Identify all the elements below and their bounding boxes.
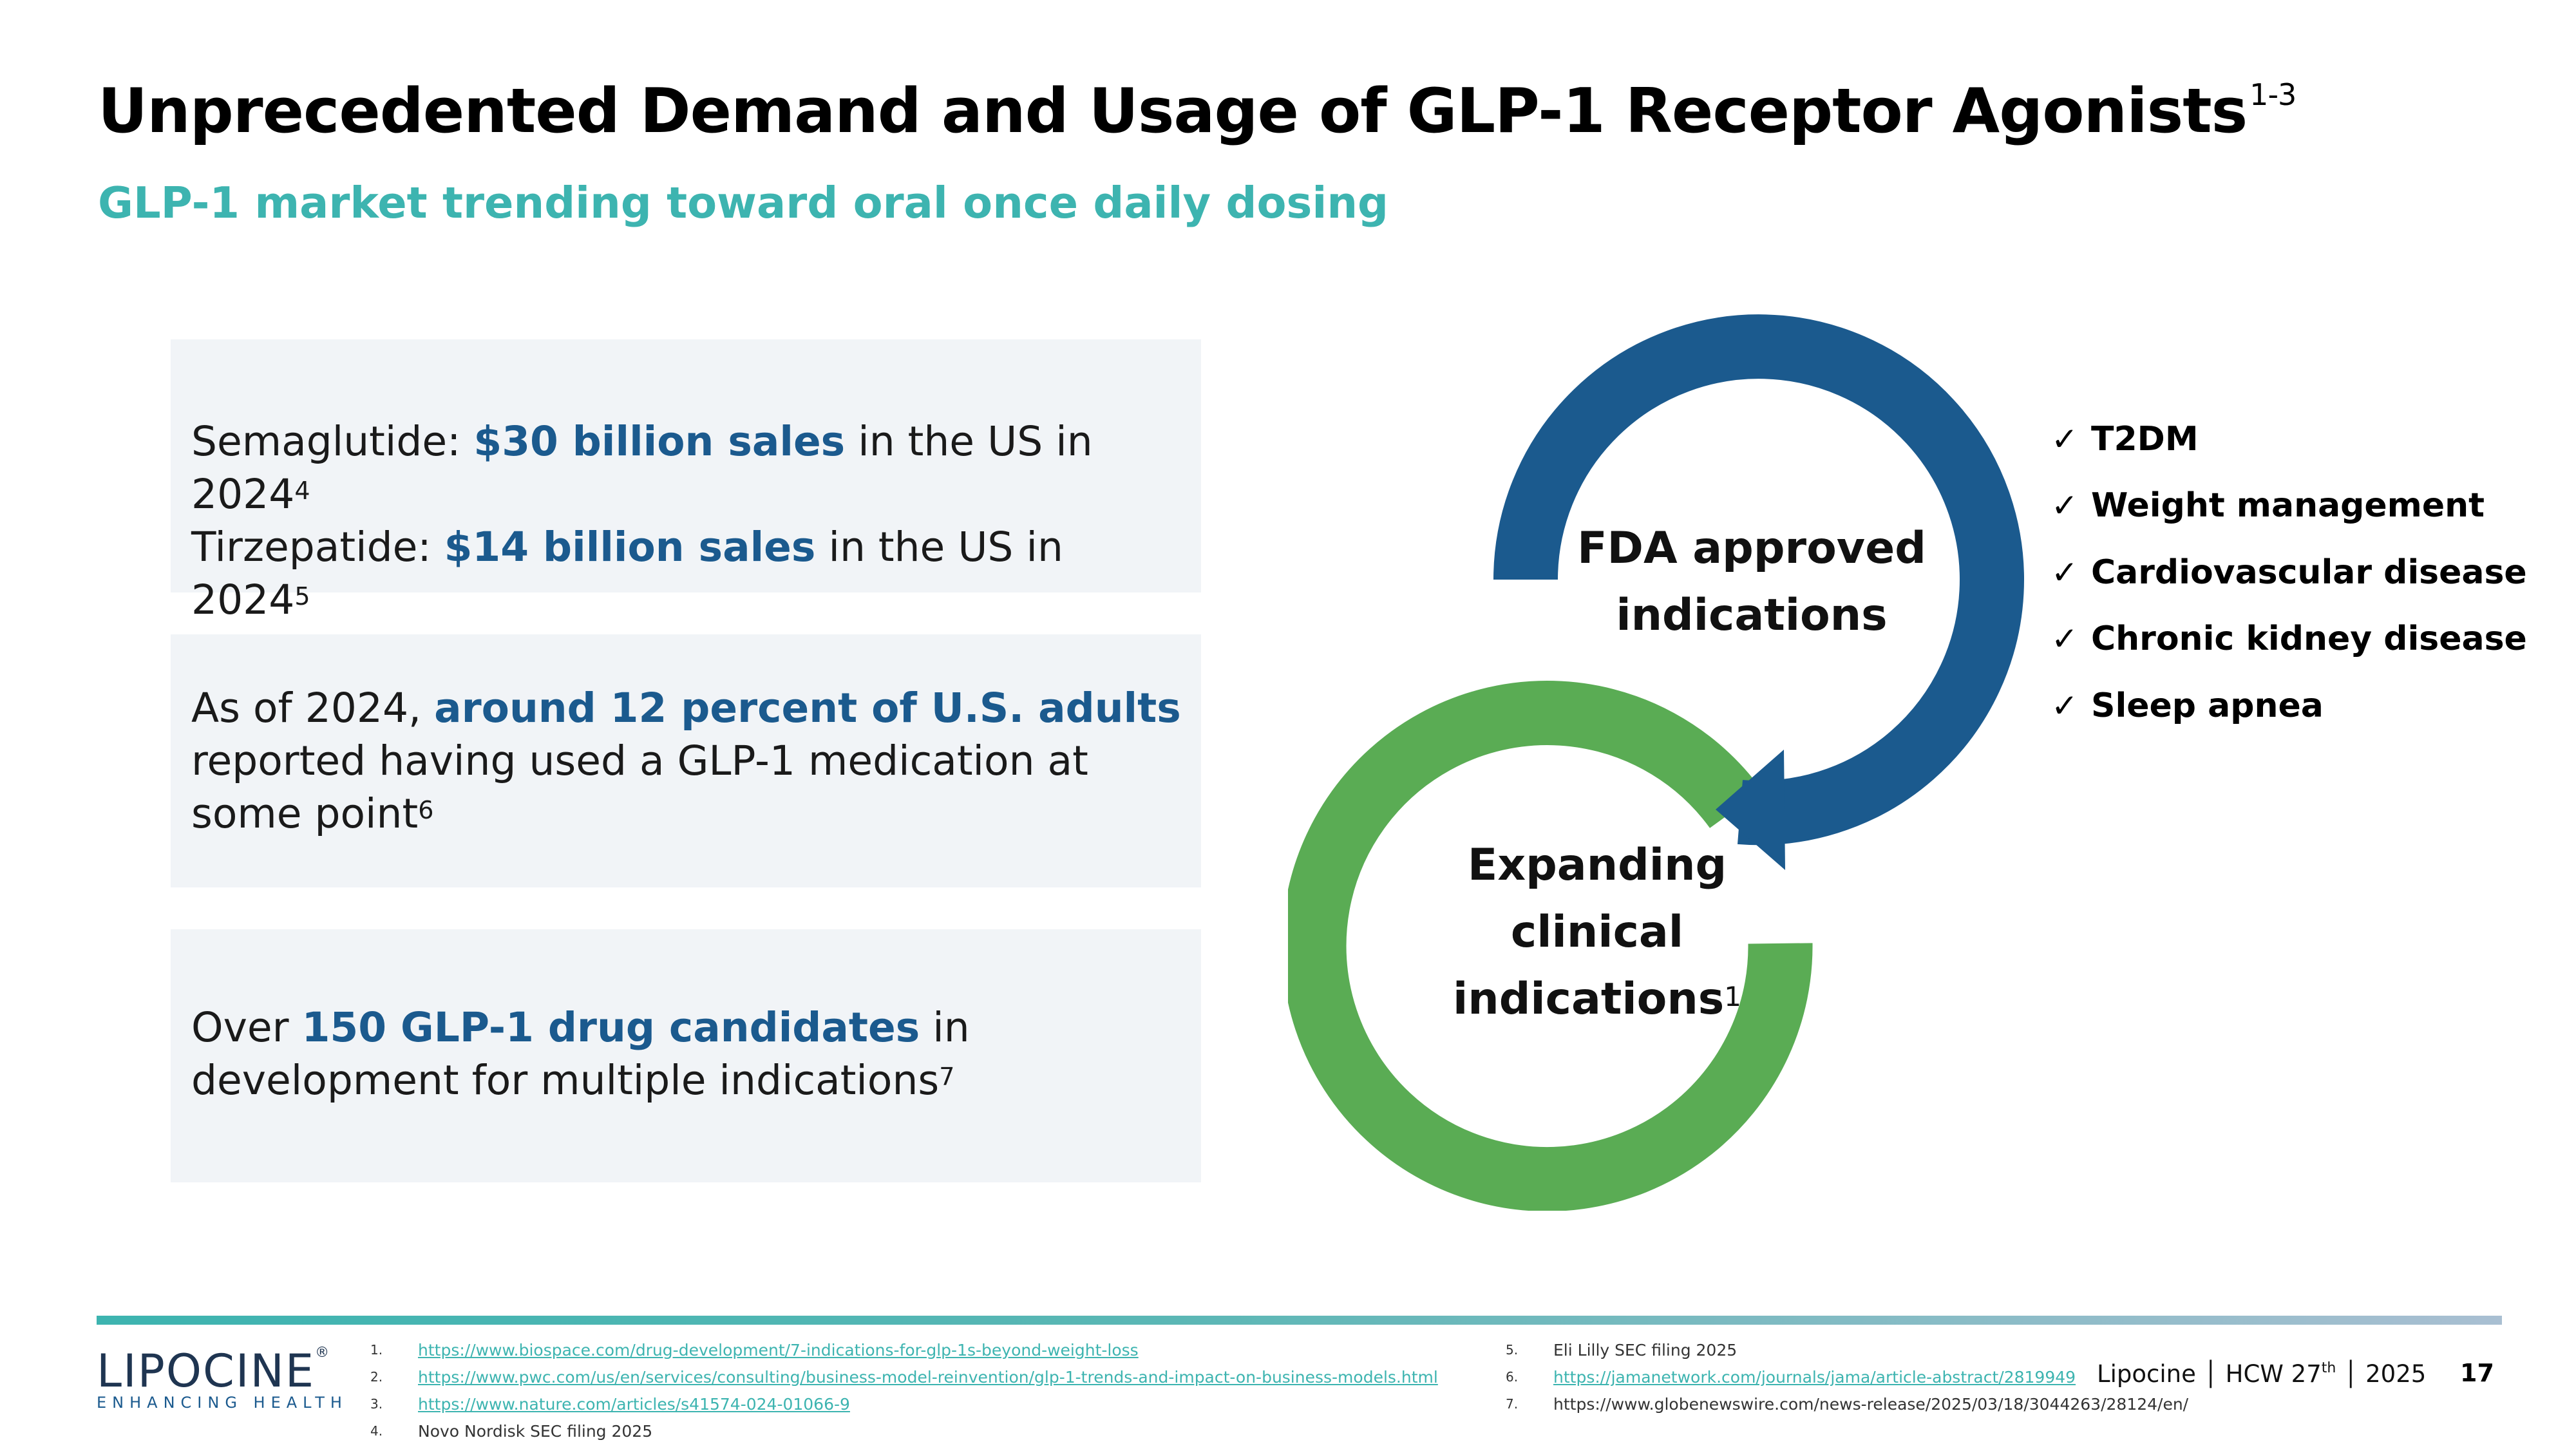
conference-label: Lipocine │ HCW 27th │ 2025 <box>2097 1360 2427 1388</box>
check-icon: ✓ <box>2051 687 2078 724</box>
references-left: 1. https://www.biospace.com/drug-developm… <box>370 1336 1438 1444</box>
reference-item: 3. https://www.nature.com/articles/s41574… <box>370 1394 850 1414</box>
check-icon: ✓ <box>2051 487 2078 525</box>
references-right: 5. Eli Lilly SEC filing 2025 6. https://ja… <box>1506 1336 2188 1417</box>
reference-item: 5. Eli Lilly SEC filing 2025 <box>1506 1340 1738 1359</box>
card-text: As of 2024, around 12 percent of U.S. ad… <box>191 685 1181 837</box>
reference-link[interactable]: https://www.pwc.com/us/en/services/consu… <box>418 1367 1438 1387</box>
reference-item: 1. https://www.biospace.com/drug-developm… <box>370 1340 1139 1359</box>
check-icon: ✓ <box>2051 620 2078 658</box>
title-superscript: 1-3 <box>2249 77 2297 112</box>
indication-checklist: ✓ T2DM ✓ Weight management ✓ Cardiovascular… <box>2051 406 2527 739</box>
reference-link[interactable]: https://jamanetwork.com/journals/jama/ar… <box>1553 1367 2076 1387</box>
fda-approved-label: FDA approved indications <box>1577 523 1926 641</box>
stat-card-sales: Semaglutide: $30 billion sales in the US… <box>171 339 1201 623</box>
reference-item: 2. https://www.pwc.com/us/en/services/con… <box>370 1367 1438 1387</box>
list-item: ✓ Chronic kidney disease <box>2051 620 2527 659</box>
blue-ring-arc <box>1493 314 2024 846</box>
reference-item: 7. https://www.globenewswire.com/news-rel… <box>1506 1394 2189 1414</box>
blue-arrowhead-icon <box>1716 750 1785 870</box>
stat-card-pipeline: Over 150 GLP-1 drug candidates in develo… <box>171 929 1201 1182</box>
reference-item: 4. Novo Nordisk SEC filing 2025 <box>370 1421 653 1441</box>
stat-card-usage: As of 2024, around 12 percent of U.S. ad… <box>171 634 1201 887</box>
reference-link[interactable]: https://www.nature.com/articles/s41574-0… <box>418 1394 850 1414</box>
card-text: Over 150 GLP-1 drug candidates in develo… <box>191 1004 970 1104</box>
cycle-diagram <box>1288 314 2024 1211</box>
reference-link[interactable]: https://www.biospace.com/drug-developmen… <box>418 1340 1139 1359</box>
list-item: ✓ T2DM <box>2051 419 2199 459</box>
company-logo: LIPOCINE® ENHANCING HEALTH <box>97 1345 348 1412</box>
page-number: 17 <box>2460 1359 2494 1387</box>
check-icon: ✓ <box>2051 553 2078 591</box>
page-subtitle: GLP-1 market trending toward oral once d… <box>98 178 1388 228</box>
list-item: ✓ Cardiovascular disease <box>2051 553 2527 592</box>
green-ring-arc <box>1288 681 1813 1211</box>
footer-divider <box>97 1316 2502 1325</box>
reference-item: 6. https://jamanetwork.com/journals/jama/… <box>1506 1367 2076 1387</box>
expanding-indications-label: Expanding clinical indications1 <box>1452 840 1742 1025</box>
page-title: Unprecedented Demand and Usage of GLP-1 … <box>98 76 2297 147</box>
card-text: Semaglutide: $30 billion sales in the US… <box>191 418 1093 623</box>
list-item: ✓ Weight management <box>2051 486 2485 526</box>
list-item: ✓ Sleep apnea <box>2051 686 2324 725</box>
check-icon: ✓ <box>2051 420 2078 458</box>
